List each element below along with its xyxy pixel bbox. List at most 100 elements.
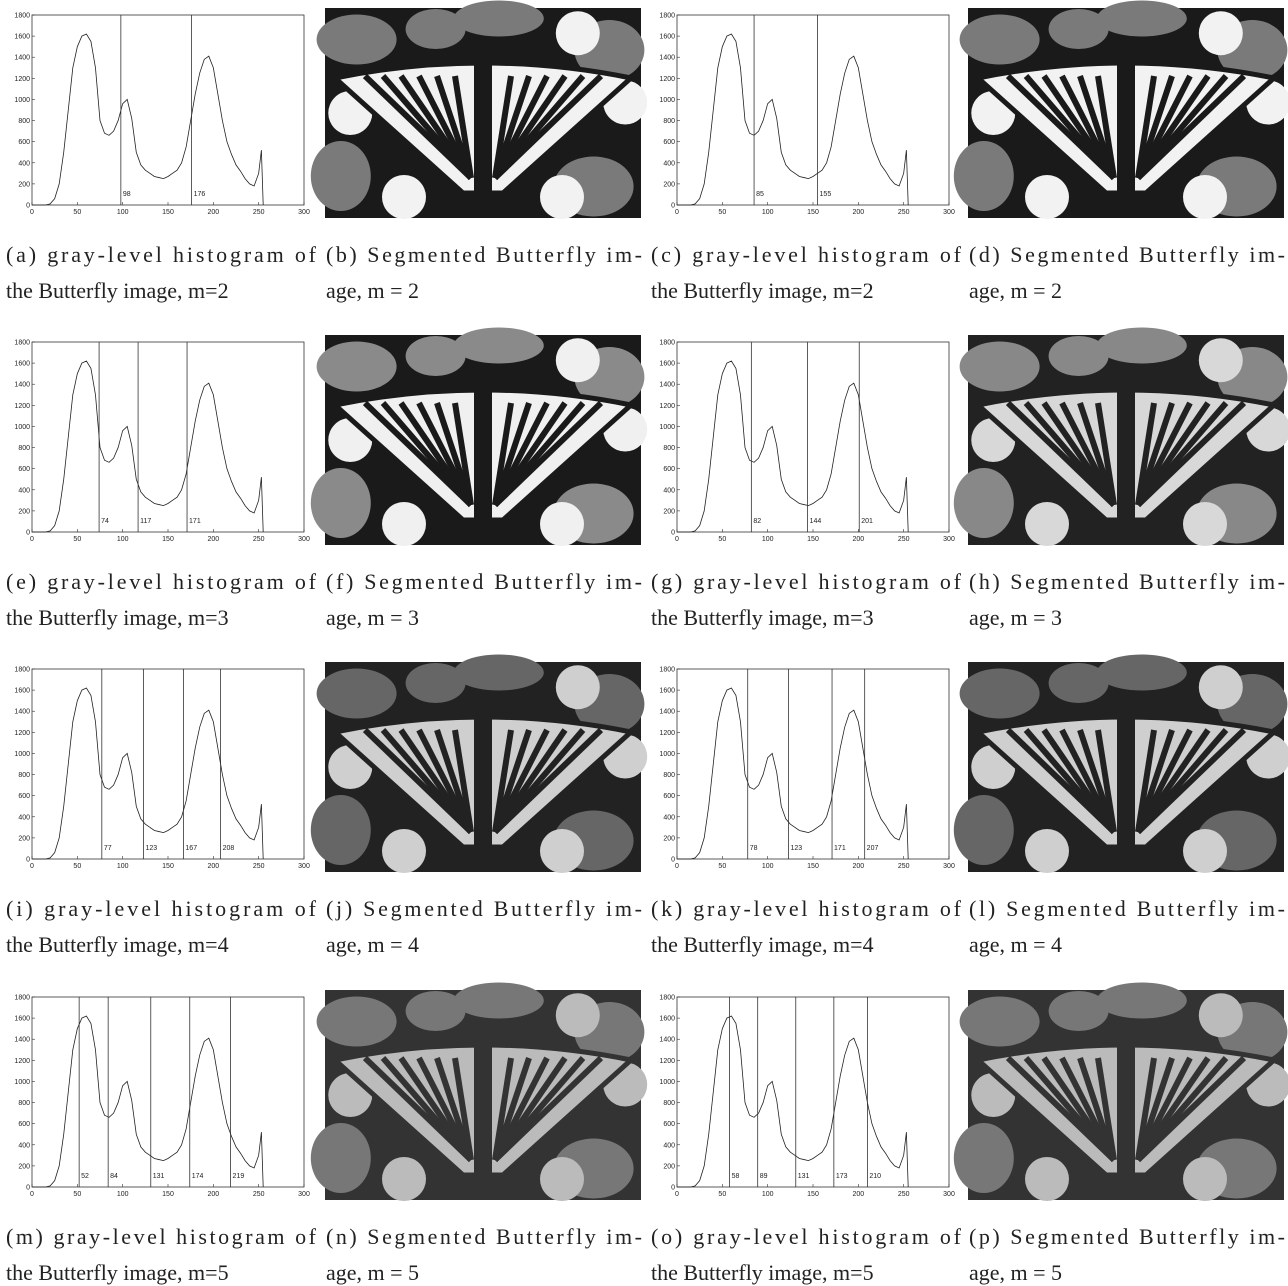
flower bbox=[382, 1157, 426, 1201]
body bbox=[474, 702, 492, 862]
y-tick-label: 600 bbox=[663, 793, 675, 800]
wing-stripe bbox=[1095, 729, 1117, 833]
flower bbox=[1025, 829, 1069, 873]
y-tick-label: 1800 bbox=[659, 995, 675, 1002]
leaf bbox=[453, 327, 544, 364]
threshold-label: 155 bbox=[820, 191, 832, 198]
x-tick-label: 50 bbox=[718, 1191, 726, 1198]
y-tick-label: 0 bbox=[26, 530, 30, 537]
caption: (n) Segmented Butterfly im- bbox=[326, 1224, 642, 1249]
x-tick-label: 0 bbox=[30, 536, 34, 543]
segmented-image: (b) Segmented Butterfly im-age, m = 2 bbox=[310, 0, 648, 303]
segmented-image: (h) Segmented Butterfly im-age, m = 3 bbox=[953, 327, 1288, 630]
y-tick-label: 1400 bbox=[659, 55, 675, 62]
x-tick-label: 100 bbox=[762, 209, 774, 216]
threshold-label: 207 bbox=[867, 845, 879, 852]
histogram-panel: 0 50 100 150 200 250 300 0 200 400 600 800 1000 1200 1… bbox=[651, 995, 962, 1286]
y-tick-label: 1600 bbox=[659, 1016, 675, 1023]
leaf bbox=[453, 654, 544, 691]
x-tick-label: 300 bbox=[298, 209, 310, 216]
x-tick-label: 50 bbox=[73, 209, 81, 216]
caption: (d) Segmented Butterfly im- bbox=[969, 242, 1285, 267]
caption: the Butterfly image, m=2 bbox=[651, 278, 874, 303]
threshold-label: 123 bbox=[146, 845, 158, 852]
y-tick-label: 1400 bbox=[14, 55, 30, 62]
x-tick-label: 250 bbox=[253, 209, 265, 216]
flower bbox=[1198, 338, 1243, 383]
caption: (c) gray-level histogram of bbox=[651, 242, 962, 267]
flower bbox=[382, 175, 426, 219]
x-tick-label: 150 bbox=[807, 1191, 819, 1198]
flower bbox=[540, 829, 584, 873]
caption: (k) gray-level histogram of bbox=[651, 896, 962, 921]
segmented-image: (l) Segmented Butterfly im-age, m = 4 bbox=[953, 654, 1288, 957]
x-tick-label: 200 bbox=[207, 209, 219, 216]
y-tick-label: 1000 bbox=[14, 1079, 30, 1086]
y-tick-label: 200 bbox=[18, 181, 30, 188]
y-tick-label: 200 bbox=[18, 508, 30, 515]
x-tick-label: 150 bbox=[162, 1191, 174, 1198]
y-tick-label: 1400 bbox=[14, 709, 30, 716]
x-tick-label: 200 bbox=[207, 1191, 219, 1198]
flower bbox=[1198, 11, 1243, 56]
x-tick-label: 0 bbox=[30, 1191, 34, 1198]
caption: age, m = 2 bbox=[326, 278, 419, 303]
threshold-label: 219 bbox=[233, 1173, 245, 1180]
x-tick-label: 150 bbox=[807, 209, 819, 216]
leaf bbox=[1096, 0, 1187, 37]
y-tick-label: 600 bbox=[18, 1121, 30, 1128]
y-tick-label: 600 bbox=[18, 139, 30, 146]
y-tick-label: 0 bbox=[671, 857, 675, 864]
y-tick-label: 600 bbox=[663, 1121, 675, 1128]
leaf bbox=[310, 141, 371, 211]
x-tick-label: 250 bbox=[253, 863, 265, 870]
histogram-line bbox=[677, 360, 909, 533]
x-tick-label: 200 bbox=[852, 536, 864, 543]
threshold-label: 74 bbox=[101, 518, 109, 525]
leaf bbox=[405, 9, 466, 49]
leaf bbox=[959, 668, 1040, 719]
threshold-label: 210 bbox=[869, 1173, 881, 1180]
caption: age, m = 4 bbox=[326, 932, 419, 957]
y-tick-label: 600 bbox=[18, 466, 30, 473]
x-tick-label: 200 bbox=[852, 209, 864, 216]
wing-stripe bbox=[1135, 729, 1157, 833]
y-tick-label: 400 bbox=[663, 160, 675, 167]
leaf bbox=[959, 14, 1040, 65]
y-tick-label: 0 bbox=[26, 203, 30, 210]
threshold-label: 171 bbox=[189, 518, 201, 525]
x-tick-label: 0 bbox=[30, 863, 34, 870]
y-tick-label: 800 bbox=[663, 118, 675, 125]
threshold-label: 144 bbox=[810, 518, 822, 525]
leaf bbox=[953, 795, 1014, 865]
leaf bbox=[1048, 991, 1109, 1031]
body bbox=[1117, 48, 1135, 208]
wing-stripe bbox=[452, 75, 474, 179]
y-tick-label: 400 bbox=[18, 487, 30, 494]
y-tick-label: 1800 bbox=[14, 340, 30, 347]
caption: (a) gray-level histogram of bbox=[6, 242, 317, 267]
x-tick-label: 300 bbox=[943, 863, 955, 870]
wing-stripe bbox=[492, 729, 514, 833]
histogram-line bbox=[32, 687, 264, 860]
y-tick-label: 1600 bbox=[14, 1016, 30, 1023]
x-tick-label: 250 bbox=[898, 1191, 910, 1198]
x-tick-label: 200 bbox=[207, 863, 219, 870]
wing-stripe bbox=[452, 729, 474, 833]
y-tick-label: 600 bbox=[663, 466, 675, 473]
leaf bbox=[310, 795, 371, 865]
caption: (j) Segmented Butterfly im- bbox=[326, 896, 642, 921]
threshold-label: 131 bbox=[798, 1173, 810, 1180]
wing-stripe bbox=[492, 402, 514, 506]
y-tick-label: 1800 bbox=[14, 995, 30, 1002]
threshold-label: 84 bbox=[110, 1173, 118, 1180]
y-tick-label: 800 bbox=[18, 1100, 30, 1107]
x-tick-label: 250 bbox=[253, 536, 265, 543]
caption: (g) gray-level histogram of bbox=[651, 569, 962, 594]
threshold-label: 89 bbox=[760, 1173, 768, 1180]
body bbox=[474, 48, 492, 208]
segmented-image: (j) Segmented Butterfly im-age, m = 4 bbox=[310, 654, 648, 957]
histogram-line bbox=[32, 360, 264, 533]
threshold-label: 85 bbox=[756, 191, 764, 198]
y-tick-label: 400 bbox=[663, 814, 675, 821]
